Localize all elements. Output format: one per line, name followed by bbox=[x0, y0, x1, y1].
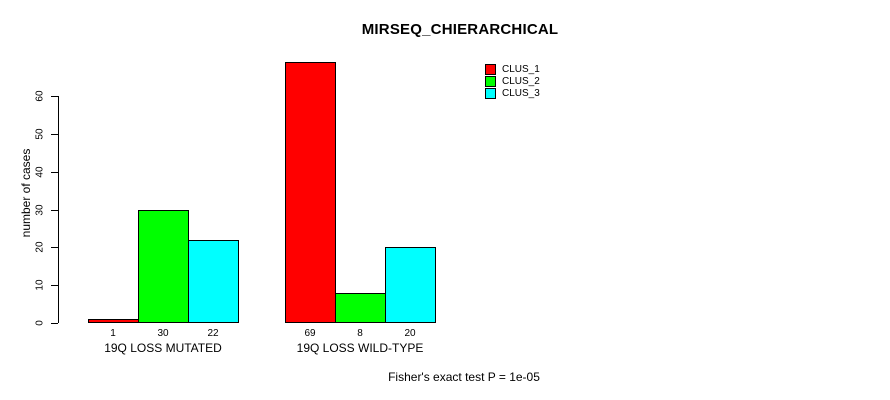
y-tick bbox=[51, 96, 58, 98]
y-tick bbox=[51, 247, 58, 249]
y-tick-label: 40 bbox=[34, 166, 46, 178]
legend-item-clus_2: CLUS_2 bbox=[485, 75, 540, 88]
bar-clus_2-1 bbox=[138, 210, 189, 323]
x-group-label: 19Q LOSS MUTATED bbox=[104, 341, 222, 355]
y-tick-label: 50 bbox=[34, 128, 46, 140]
legend-item-clus_3: CLUS_3 bbox=[485, 88, 540, 100]
y-tick bbox=[51, 209, 58, 211]
bar-clus_1-1 bbox=[88, 319, 139, 323]
y-tick-label: 60 bbox=[34, 90, 46, 102]
bar-value-label: 30 bbox=[157, 328, 169, 339]
legend-label-clus_3: CLUS_3 bbox=[502, 88, 540, 100]
bar-clus_3-2 bbox=[385, 247, 436, 323]
bar-value-label: 1 bbox=[110, 328, 116, 339]
y-tick bbox=[51, 171, 58, 173]
bar-clus_3-1 bbox=[188, 240, 239, 323]
x-group-label: 19Q LOSS WILD-TYPE bbox=[296, 341, 424, 355]
bar-value-label: 22 bbox=[207, 328, 219, 339]
bar-clus_1-2 bbox=[285, 62, 336, 323]
y-tick-label: 10 bbox=[34, 279, 46, 291]
y-tick-label: 30 bbox=[34, 204, 46, 216]
bar-clus_2-2 bbox=[335, 293, 386, 323]
legend-label-clus_2: CLUS_2 bbox=[502, 76, 540, 88]
legend: CLUS_1 CLUS_2 CLUS_3 bbox=[485, 63, 540, 100]
y-tick bbox=[51, 134, 58, 135]
y-tick-label: 0 bbox=[34, 320, 46, 326]
legend-swatch-clus_1 bbox=[485, 63, 496, 75]
legend-item-clus_1: CLUS_1 bbox=[485, 63, 540, 75]
bar-value-label: 69 bbox=[304, 328, 316, 339]
y-axis-line bbox=[58, 96, 59, 323]
y-tick bbox=[51, 285, 58, 287]
y-tick bbox=[51, 323, 58, 324]
bar-value-label: 20 bbox=[404, 328, 416, 339]
chart-title: MIRSEQ_CHIERARCHICAL bbox=[361, 21, 559, 38]
bar-value-label: 8 bbox=[357, 328, 363, 339]
legend-swatch-clus_2 bbox=[485, 76, 496, 88]
legend-swatch-clus_3 bbox=[485, 88, 496, 100]
caption: Fisher's exact test P = 1e-05 bbox=[388, 370, 540, 384]
legend-label-clus_1: CLUS_1 bbox=[502, 63, 540, 75]
y-tick-label: 20 bbox=[34, 241, 46, 253]
